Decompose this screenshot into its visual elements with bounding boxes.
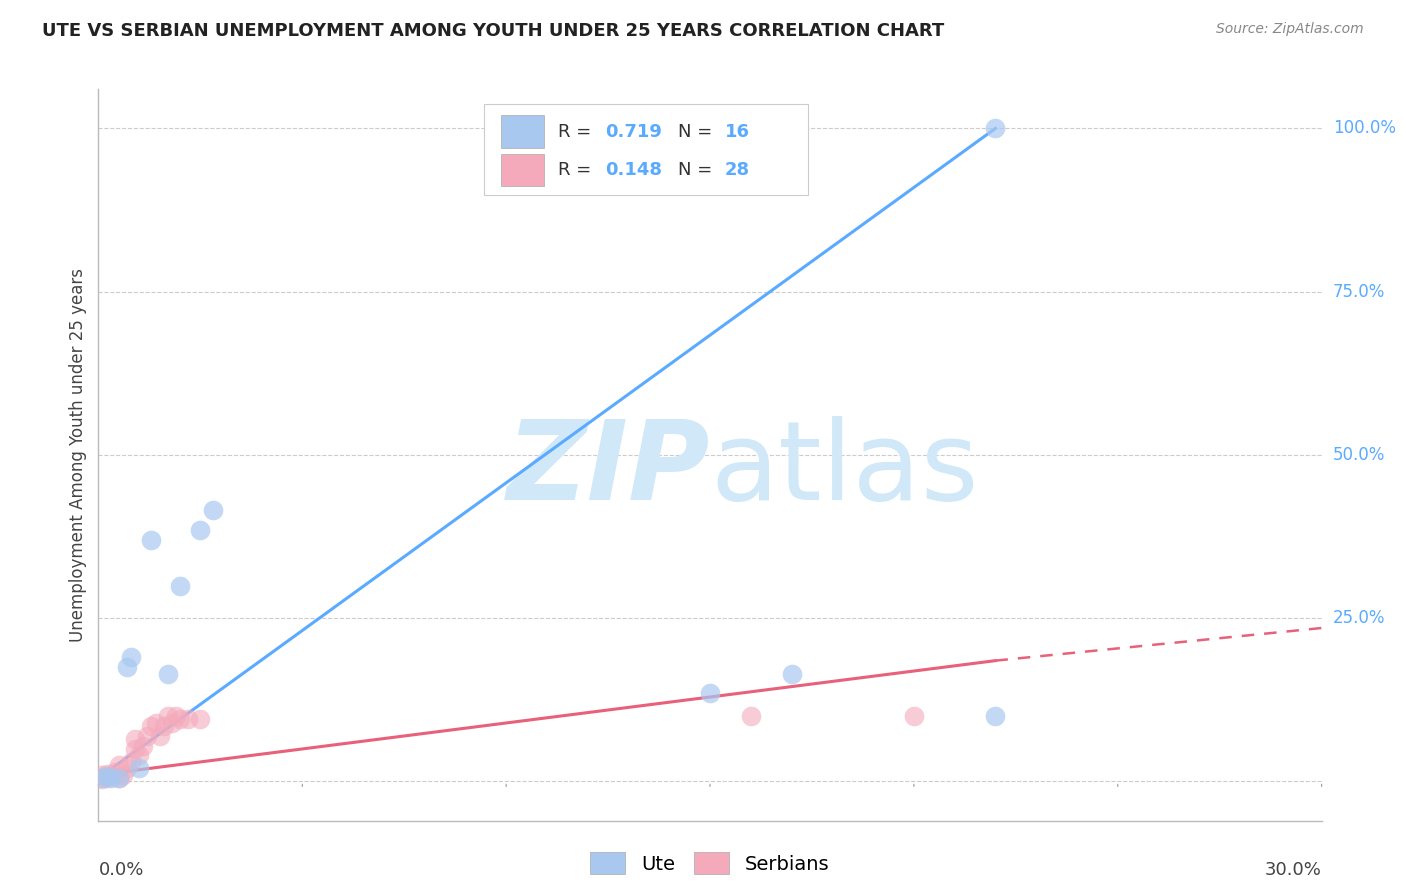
Text: 28: 28	[724, 161, 749, 179]
Text: 0.148: 0.148	[605, 161, 662, 179]
Text: 100.0%: 100.0%	[1333, 120, 1396, 137]
Point	[96, 771, 118, 785]
Text: 0.719: 0.719	[605, 122, 662, 141]
Point	[984, 709, 1007, 723]
Point	[120, 650, 142, 665]
Text: 16: 16	[724, 122, 749, 141]
Point	[111, 768, 134, 782]
Point	[740, 709, 762, 723]
Point	[156, 666, 179, 681]
Point	[699, 686, 721, 700]
Point	[160, 715, 183, 730]
Text: R =: R =	[558, 122, 598, 141]
Point	[152, 719, 174, 733]
Text: 50.0%: 50.0%	[1333, 446, 1385, 464]
Point	[91, 772, 114, 787]
FancyBboxPatch shape	[501, 153, 544, 186]
Point	[903, 709, 925, 723]
Legend: Ute, Serbians: Ute, Serbians	[581, 842, 839, 884]
Point	[169, 713, 191, 727]
Text: N =: N =	[678, 161, 718, 179]
Point	[188, 713, 212, 727]
Point	[136, 729, 159, 743]
Point	[984, 121, 1007, 136]
Point	[108, 758, 131, 772]
Point	[780, 666, 803, 681]
FancyBboxPatch shape	[501, 115, 544, 148]
Point	[149, 729, 172, 743]
Point	[115, 660, 138, 674]
Text: ZIP: ZIP	[506, 416, 710, 523]
Point	[141, 719, 163, 733]
Point	[108, 771, 131, 785]
Point	[91, 768, 114, 782]
Point	[96, 766, 118, 780]
Text: 30.0%: 30.0%	[1265, 861, 1322, 879]
Point	[100, 771, 122, 785]
Text: 25.0%: 25.0%	[1333, 609, 1385, 627]
Point	[124, 731, 146, 746]
Text: 0.0%: 0.0%	[98, 861, 143, 879]
Text: UTE VS SERBIAN UNEMPLOYMENT AMONG YOUTH UNDER 25 YEARS CORRELATION CHART: UTE VS SERBIAN UNEMPLOYMENT AMONG YOUTH …	[42, 22, 945, 40]
Point	[156, 709, 179, 723]
Point	[124, 741, 146, 756]
Point	[165, 709, 187, 723]
Point	[177, 713, 200, 727]
Y-axis label: Unemployment Among Youth under 25 years: Unemployment Among Youth under 25 years	[69, 268, 87, 642]
Text: R =: R =	[558, 161, 598, 179]
Point	[128, 748, 150, 763]
Point	[201, 503, 224, 517]
Point	[128, 761, 150, 775]
Text: 75.0%: 75.0%	[1333, 283, 1385, 301]
Text: N =: N =	[678, 122, 718, 141]
Point	[132, 739, 155, 753]
Point	[91, 771, 114, 785]
FancyBboxPatch shape	[484, 103, 808, 195]
Point	[108, 771, 131, 785]
Point	[115, 761, 138, 775]
Point	[100, 769, 122, 783]
Text: Source: ZipAtlas.com: Source: ZipAtlas.com	[1216, 22, 1364, 37]
Point	[169, 578, 191, 592]
Point	[141, 533, 163, 547]
Point	[96, 769, 118, 783]
Point	[104, 764, 127, 779]
Point	[188, 523, 212, 537]
Point	[145, 715, 167, 730]
Point	[120, 755, 142, 769]
Text: atlas: atlas	[710, 416, 979, 523]
